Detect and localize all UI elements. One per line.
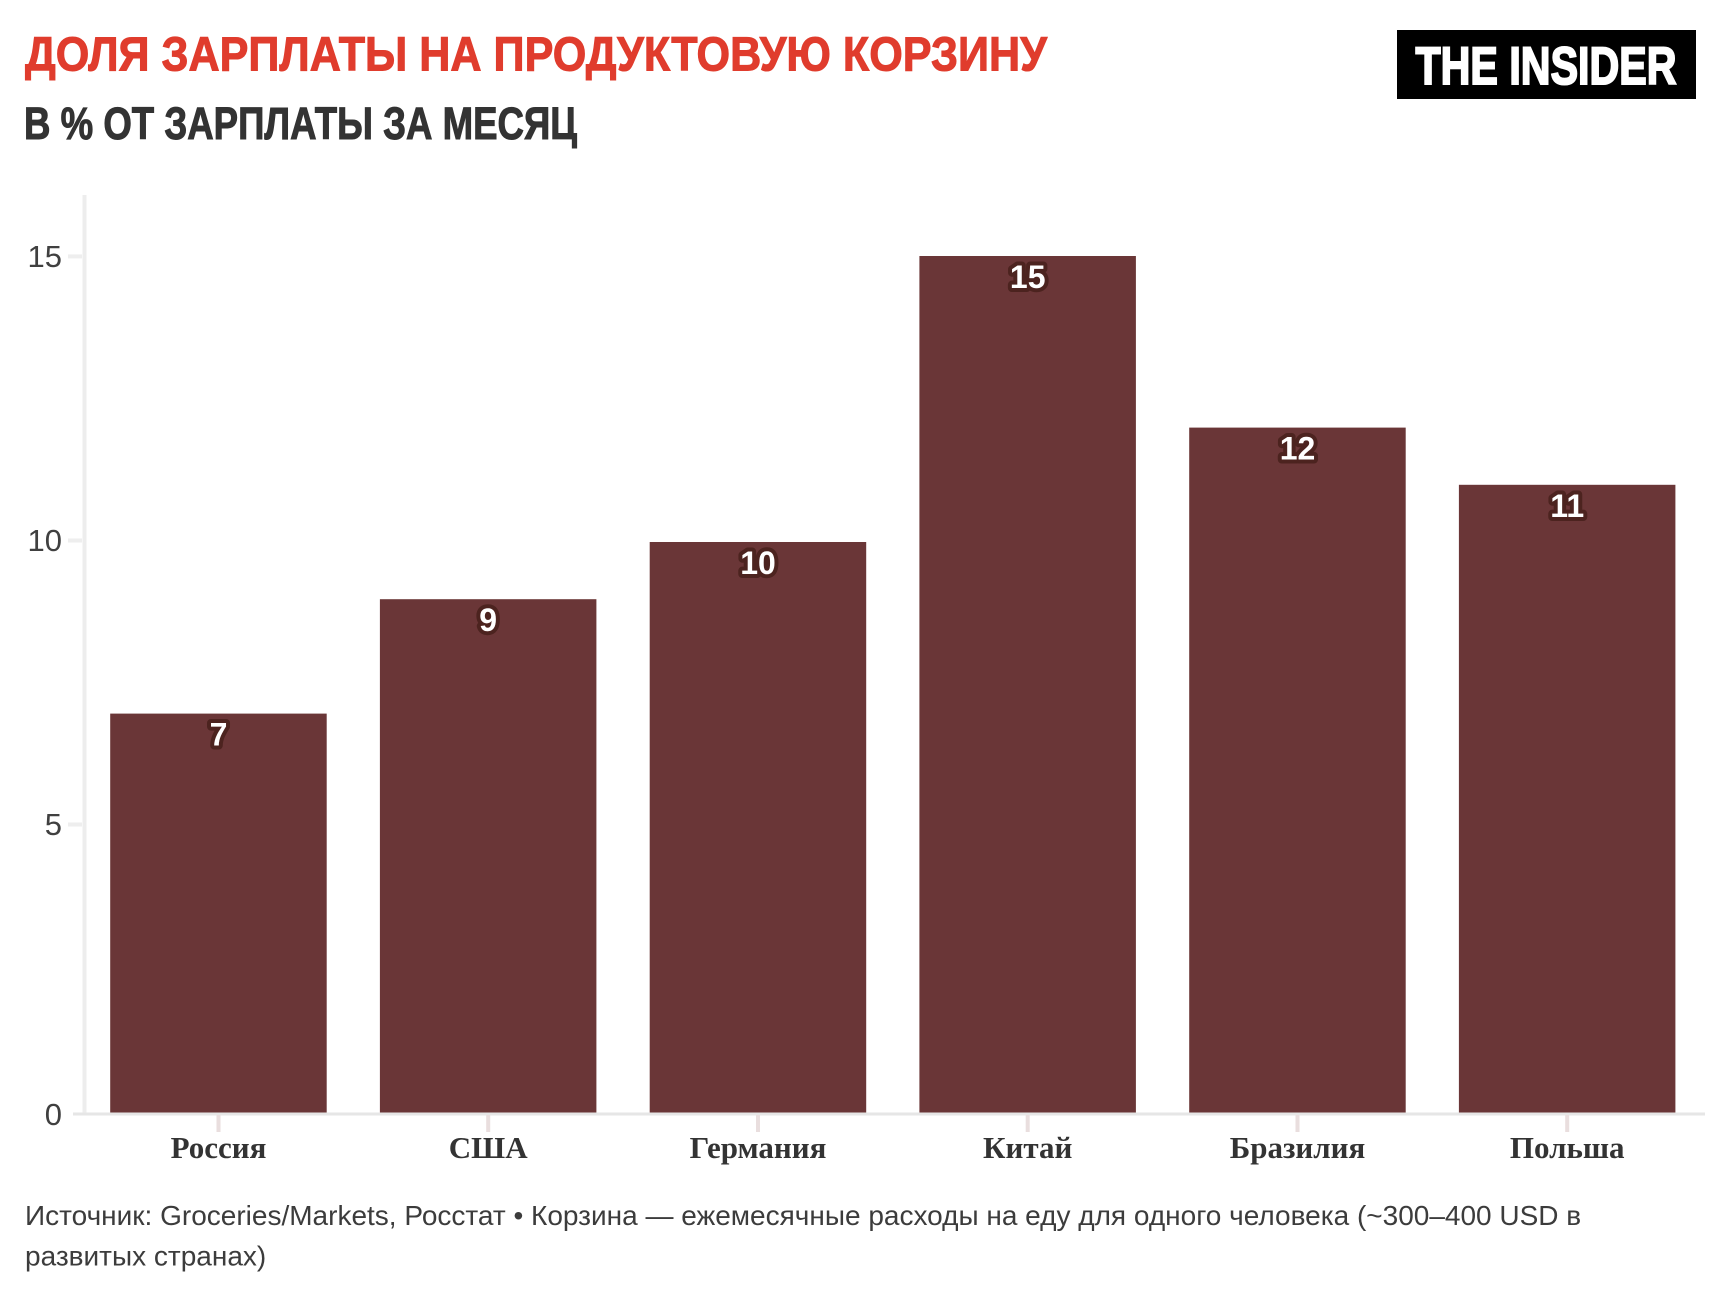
svg-text:Польша: Польша [1510,1130,1625,1165]
svg-text:Источник: Groceries/Markets, Р: Источник: Groceries/Markets, Росстат • К… [25,1200,1581,1231]
svg-text:10: 10 [28,523,62,558]
svg-text:5: 5 [45,807,62,842]
svg-text:THE INSIDER: THE INSIDER [1416,37,1677,96]
svg-text:ДОЛЯ ЗАРПЛАТЫ НА ПРОДУКТОВУЮ К: ДОЛЯ ЗАРПЛАТЫ НА ПРОДУКТОВУЮ КОРЗИНУ [25,29,1048,82]
svg-text:7: 7 [210,717,228,753]
svg-text:развитых странах): развитых странах) [25,1241,266,1272]
svg-text:15: 15 [1010,259,1046,295]
svg-text:10: 10 [740,545,776,581]
svg-text:В % ОТ ЗАРПЛАТЫ ЗА МЕСЯЦ: В % ОТ ЗАРПЛАТЫ ЗА МЕСЯЦ [24,98,577,149]
svg-text:12: 12 [1280,431,1316,467]
svg-text:0: 0 [45,1097,62,1132]
svg-text:Германия: Германия [690,1130,827,1165]
svg-text:США: США [449,1130,528,1165]
svg-text:11: 11 [1550,488,1584,524]
svg-text:Бразилия: Бразилия [1230,1130,1366,1165]
svg-text:15: 15 [28,239,62,274]
svg-text:Китай: Китай [983,1130,1072,1165]
svg-text:9: 9 [479,602,497,638]
svg-text:Россия: Россия [171,1130,267,1165]
